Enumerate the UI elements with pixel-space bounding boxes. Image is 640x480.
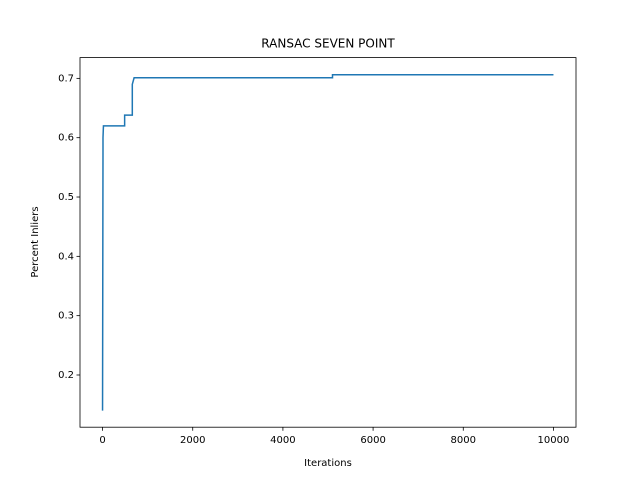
y-tick-label: 0.6 <box>58 133 74 144</box>
y-axis-label: Percent Inliers <box>30 206 41 277</box>
y-tick-label: 0.4 <box>58 251 74 262</box>
y-tick-label: 0.2 <box>58 370 74 381</box>
x-tick-label: 10000 <box>538 435 570 446</box>
x-tick-label: 6000 <box>360 435 385 446</box>
x-tick-label: 2000 <box>180 435 205 446</box>
plot-frame <box>79 57 577 428</box>
data-line <box>101 74 554 411</box>
y-tick-label: 0.3 <box>58 311 74 322</box>
x-tick-label: 8000 <box>451 435 476 446</box>
chart-title: RANSAC SEVEN POINT <box>261 37 395 51</box>
y-tick-label: 0.7 <box>58 73 74 84</box>
x-tick-label: 4000 <box>270 435 295 446</box>
y-tick-label: 0.5 <box>58 192 74 203</box>
x-axis-label: Iterations <box>304 458 352 469</box>
x-tick-label: 0 <box>99 435 105 446</box>
